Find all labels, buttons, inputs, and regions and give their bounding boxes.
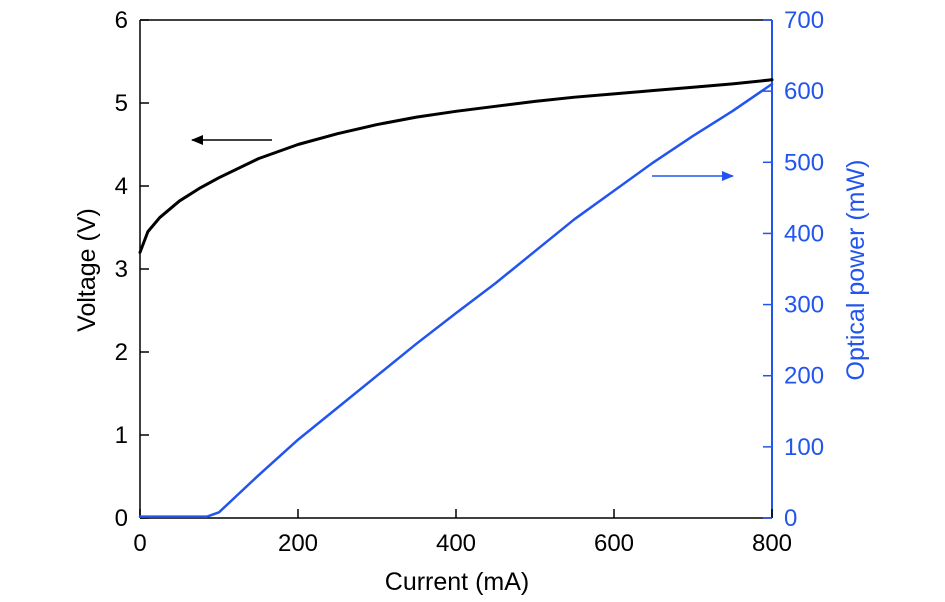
x-axis-title: Current (mA) (385, 568, 529, 596)
left-y-tick-label: 3 (115, 256, 128, 283)
annotation-group (191, 135, 734, 181)
x-axis-ticks: 0 200 400 600 800 (133, 509, 792, 557)
right-y-tick-label: 200 (784, 363, 824, 390)
optical-power-line (138, 82, 774, 518)
plot-frame (139, 19, 773, 519)
x-tick-label: 200 (278, 530, 318, 557)
series-group (138, 78, 774, 518)
voltage-line (138, 78, 774, 254)
x-tick-label: 800 (752, 530, 792, 557)
right-y-tick-label: 400 (784, 220, 824, 247)
right-y-axis-title: Optical power (mW) (842, 160, 870, 381)
left-y-tick-label: 1 (115, 422, 128, 449)
x-tick-label: 400 (436, 530, 476, 557)
right-y-tick-label: 600 (784, 78, 824, 105)
x-tick-label: 0 (133, 530, 146, 557)
right-y-tick-label: 0 (784, 505, 797, 532)
right-y-tick-label: 100 (784, 434, 824, 461)
right-y-tick-label: 300 (784, 292, 824, 319)
right-y-axis-ticks: 0 100 200 300 400 500 600 700 (763, 7, 824, 532)
right-y-tick-label: 700 (784, 7, 824, 34)
left-y-axis-title: Voltage (V) (73, 208, 101, 332)
left-y-tick-label: 6 (115, 7, 128, 34)
right-y-tick-label: 500 (784, 149, 824, 176)
left-y-tick-label: 0 (115, 505, 128, 532)
x-tick-label: 600 (594, 530, 634, 557)
left-y-tick-label: 4 (115, 173, 128, 200)
left-y-tick-label: 5 (115, 90, 128, 117)
left-y-axis-ticks: 0 1 2 3 4 5 6 (115, 7, 149, 532)
left-y-tick-label: 2 (115, 339, 128, 366)
